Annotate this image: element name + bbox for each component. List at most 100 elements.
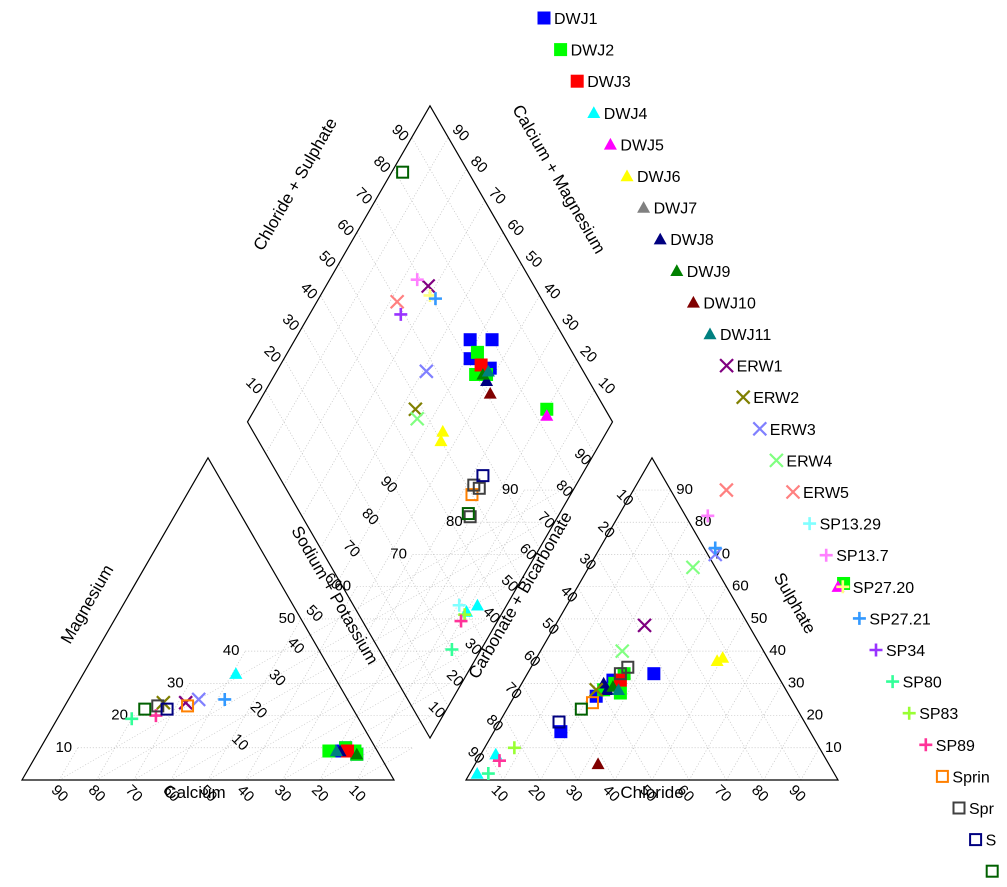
legend-label: SP27.21: [869, 611, 930, 628]
tick-label-diamond-left: 90: [571, 445, 595, 469]
tick-label-magnesium: 40: [223, 642, 240, 659]
tick-label-carbonate: 70: [501, 679, 525, 703]
data-point: [470, 767, 484, 779]
data-point: [229, 667, 243, 679]
axis-label-cation-left: Magnesium: [57, 561, 117, 647]
legend: DWJ1 DWJ2 DWJ3 DWJ4 DWJ5 DWJ6 DWJ7 DWJ8 DWJ9 DWJ1…: [537, 11, 999, 878]
legend-marker: [852, 611, 866, 625]
tick-label-carbonate: 10: [613, 486, 637, 510]
grid-line: [96, 521, 543, 781]
grid-line: [356, 489, 525, 781]
data-point: [389, 294, 405, 310]
legend-label: SP27.20: [853, 580, 914, 597]
legend-label: SP13.29: [820, 517, 881, 534]
legend-label: DWJ8: [670, 232, 714, 249]
axis-label-anion-bottom: Chloride: [620, 783, 683, 802]
data-point: [612, 683, 626, 695]
tick-label-magnesium: 30: [167, 674, 184, 691]
diamond-outline: [246, 104, 614, 740]
grid-line: [283, 168, 467, 486]
data-point: [476, 469, 490, 483]
data-point: [350, 747, 364, 760]
tick-label-diamond-top-right: 30: [558, 311, 582, 335]
grid-line: [245, 650, 469, 781]
data-point: [463, 333, 477, 347]
tick-label-diamond-top-right: 70: [485, 184, 509, 208]
data-point: [647, 667, 661, 681]
legend-marker: [620, 169, 634, 182]
data-point: [591, 757, 605, 770]
tick-label-diamond-top-right: 80: [467, 153, 491, 177]
data-point: [685, 560, 701, 575]
grid-layer: [58, 137, 820, 781]
grid-line: [577, 554, 709, 781]
tick-label-magnesium: 90: [502, 481, 519, 498]
tick-label-sulphate: 60: [732, 578, 749, 595]
grid-line: [800, 747, 820, 781]
grid-line: [595, 554, 727, 781]
grid-line: [244, 586, 358, 781]
legend-label: ERW1: [737, 359, 783, 376]
legend-marker: [902, 706, 916, 720]
tick-label-sodium: 70: [340, 537, 364, 561]
data-point: [483, 386, 497, 399]
grid-line: [411, 137, 595, 454]
tick-label-magnesium: 50: [279, 610, 296, 627]
tick-label-diamond-left: 10: [425, 698, 449, 722]
data-point: [218, 692, 232, 706]
outline-layer: [20, 104, 840, 781]
tick-label-sulphate: 50: [751, 610, 768, 627]
tick-label-diamond-top-left: 40: [297, 279, 321, 303]
tick-label-carbonate: 30: [576, 550, 600, 574]
axis-label-cation-bottom: Calcium: [164, 783, 225, 802]
tick-label-calcium: 70: [122, 782, 146, 806]
data-point: [507, 741, 521, 755]
legend-label: SP89: [936, 738, 975, 755]
legend-label: SP83: [919, 706, 958, 723]
data-point: [470, 345, 484, 359]
legend-label: DWJ7: [654, 201, 698, 218]
data-point: [428, 292, 442, 306]
data-point: [710, 654, 724, 667]
tick-label-sulphate: 30: [788, 674, 805, 691]
data-point: [419, 364, 434, 379]
tick-label-sulphate: 40: [769, 642, 786, 659]
legend-label: ERW2: [753, 390, 799, 407]
grid-line: [301, 326, 486, 644]
grid-line: [633, 489, 802, 781]
grid-line: [301, 200, 486, 517]
legend-marker: [836, 580, 850, 594]
grid-line: [338, 263, 522, 581]
axis-label-diamond-right: Calcium + Magnesium: [508, 101, 609, 257]
data-point: [409, 411, 425, 427]
data-point: [480, 374, 494, 387]
grid-line: [577, 586, 690, 781]
data-point: [410, 273, 424, 287]
data-point: [481, 767, 495, 781]
legend-marker: [819, 548, 833, 562]
data-point: [481, 364, 495, 377]
legend-label: DWJ5: [620, 137, 664, 154]
legend-marker: [686, 295, 700, 308]
data-point: [394, 307, 408, 321]
legend-marker: [587, 106, 601, 118]
grid-line: [688, 650, 764, 781]
legend-label: SP80: [903, 675, 942, 692]
data-point: [470, 598, 484, 611]
tick-label-sodium: 30: [265, 666, 289, 690]
grid-line: [338, 263, 522, 581]
tick-label-magnesium: 20: [111, 707, 128, 724]
data-point: [474, 358, 488, 372]
legend-label: DWJ10: [703, 295, 756, 312]
tick-label-calcium: 10: [345, 782, 369, 806]
tick-label-carbonate: 80: [483, 711, 507, 735]
tick-label-chloride: 80: [748, 782, 772, 806]
tick-label-diamond-top-left: 50: [315, 248, 339, 272]
tick-label-sodium: 80: [358, 505, 382, 529]
tick-label-diamond-top-left: 20: [260, 342, 284, 366]
tick-label-diamond-top-right: 10: [595, 374, 619, 398]
data-points: [125, 165, 851, 781]
anion-triangle-outline: [464, 456, 840, 781]
data-point: [181, 699, 195, 713]
